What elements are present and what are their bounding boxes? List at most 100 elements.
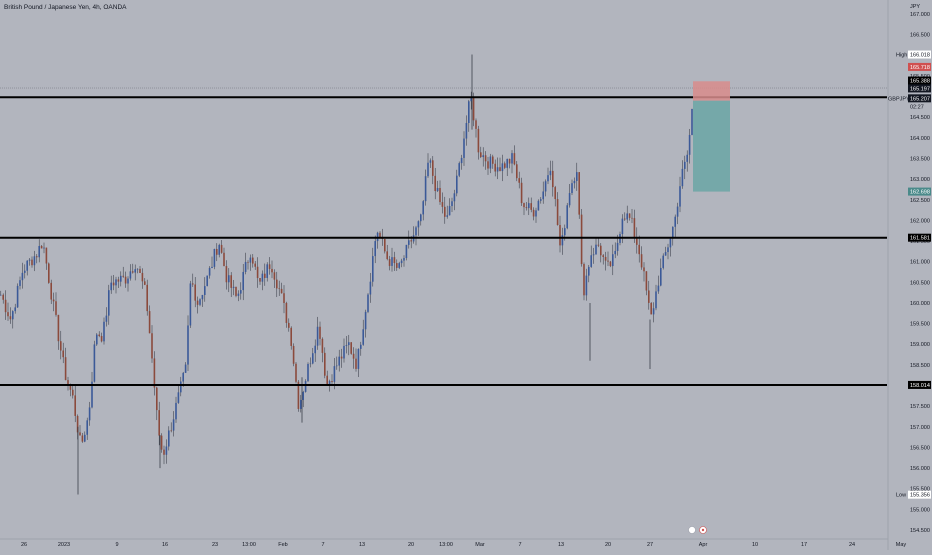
candle-body <box>484 155 487 162</box>
y-tick-label: 162.000 <box>910 218 930 224</box>
candle-body <box>232 286 235 288</box>
candle-body <box>177 392 180 403</box>
candle-body <box>297 381 300 409</box>
candle-body <box>362 329 364 345</box>
candle-body <box>638 244 640 255</box>
candle-body <box>427 162 429 177</box>
candle-body <box>141 272 144 282</box>
y-tick-label: 156.500 <box>910 445 930 451</box>
candle-body <box>460 157 463 164</box>
candle-body <box>688 134 691 155</box>
stop-price-label-bg <box>908 62 931 71</box>
candle-body <box>631 217 633 219</box>
candle-body <box>156 387 158 411</box>
candle-body <box>108 290 110 316</box>
candle-body <box>67 380 69 385</box>
candle-body <box>182 372 184 382</box>
candle-body <box>400 260 403 264</box>
take-profit-zone[interactable] <box>693 100 730 192</box>
candle-body <box>312 353 314 364</box>
candle-body <box>216 248 218 255</box>
stop-loss-zone[interactable] <box>693 81 730 101</box>
candle-body <box>679 186 681 207</box>
candle-body <box>276 279 278 289</box>
candle-body <box>636 237 638 245</box>
candle-body <box>626 213 628 220</box>
candle-body <box>199 299 201 305</box>
candle-body <box>36 256 38 258</box>
y-tick-label: 155.000 <box>910 507 930 513</box>
candle-body <box>523 203 525 208</box>
candle-body <box>552 170 554 188</box>
candle-body <box>105 315 108 322</box>
candle-body <box>288 322 290 328</box>
candle-body <box>331 380 333 382</box>
candle-body <box>480 152 482 158</box>
candle-body <box>50 282 52 300</box>
candle-body <box>396 263 398 268</box>
candle-body <box>165 446 168 455</box>
candle-body <box>662 255 664 268</box>
low-value-label: 155.356 <box>910 493 930 499</box>
candle-body <box>153 358 156 388</box>
candle-body <box>21 272 24 281</box>
event-marker-icon[interactable] <box>688 526 696 534</box>
symbol-label: GBPJPY <box>888 96 910 102</box>
candle-body <box>506 158 508 168</box>
candle-body <box>103 321 105 342</box>
candle-body <box>136 268 139 270</box>
candle-body <box>336 365 338 367</box>
candle-body <box>319 326 321 339</box>
candle-body <box>290 327 292 346</box>
candle-body <box>561 235 564 246</box>
candle-body <box>76 415 79 433</box>
candle-body <box>564 228 566 236</box>
candle-body <box>160 435 163 450</box>
candle-body <box>360 344 362 349</box>
candle-body <box>592 254 595 256</box>
x-tick-label: 13 <box>359 542 365 548</box>
high-text: High <box>896 53 907 59</box>
candle-body <box>518 178 520 183</box>
candle-body <box>220 244 223 253</box>
candle-body <box>429 160 432 163</box>
candle-body <box>355 358 357 369</box>
candle-body <box>96 334 98 345</box>
candle-body <box>273 272 276 280</box>
candle-body <box>446 215 448 217</box>
candle-body <box>295 363 297 382</box>
candle-body <box>369 281 372 295</box>
candle-body <box>578 172 580 215</box>
candle-body <box>415 227 417 236</box>
candle-body <box>328 380 331 386</box>
candle-body <box>211 266 213 268</box>
candle-body <box>386 251 388 260</box>
candle-body <box>624 218 626 220</box>
candle-body <box>338 356 340 366</box>
candle-body <box>38 245 40 258</box>
candle-body <box>86 420 88 435</box>
y-tick-label: 158.500 <box>910 363 930 369</box>
candle-body <box>132 271 134 273</box>
candle-body <box>223 252 225 267</box>
candle-body <box>600 245 602 256</box>
candle-body <box>252 257 254 264</box>
candle-body <box>127 278 129 284</box>
x-tick-label: 13 <box>558 542 564 548</box>
candle-body <box>607 260 609 262</box>
candle-body <box>43 247 45 249</box>
candle-body <box>244 261 247 272</box>
y-tick-label: 160.500 <box>910 280 930 286</box>
candle-body <box>12 311 14 320</box>
candle-body <box>669 238 672 248</box>
y-tick-label: 156.000 <box>910 466 930 472</box>
x-tick-label: 10 <box>752 542 758 548</box>
candle-body <box>350 342 352 354</box>
candle-body <box>84 434 86 442</box>
candle-body <box>278 288 280 290</box>
candle-body <box>475 120 477 129</box>
candle-body <box>566 205 568 229</box>
candle-body <box>256 266 259 279</box>
